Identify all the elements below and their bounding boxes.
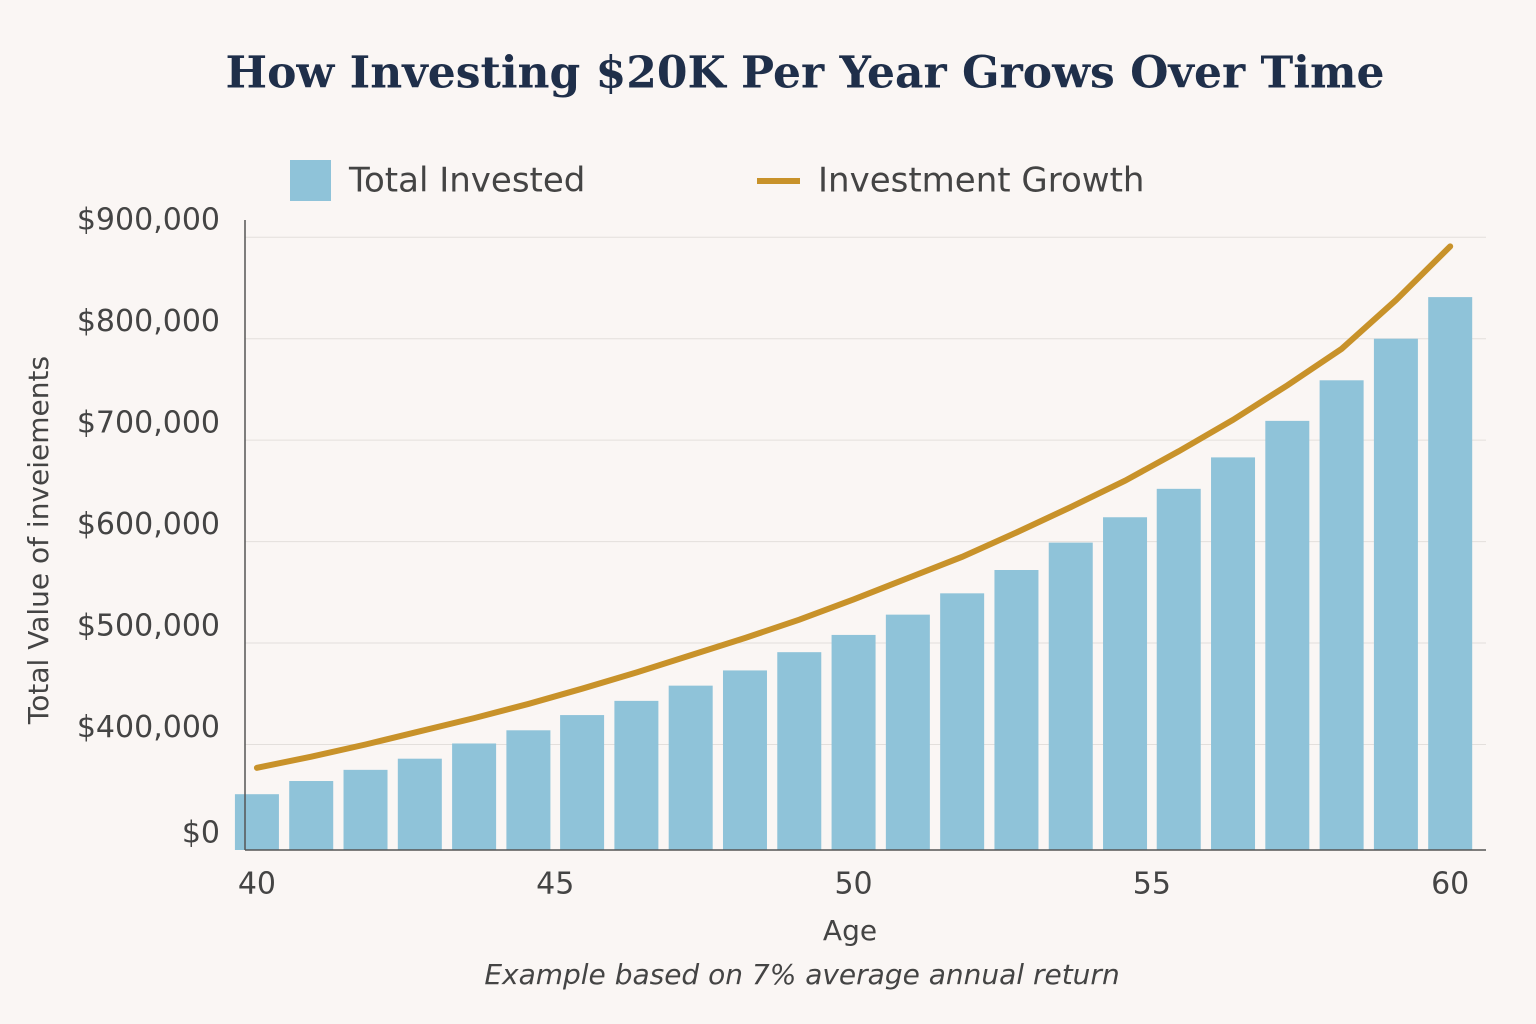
bar xyxy=(994,570,1039,850)
bar xyxy=(1156,488,1201,850)
bar xyxy=(506,730,551,850)
bar xyxy=(1373,338,1418,850)
y-tick-label: $600,000 xyxy=(77,507,220,542)
legend-label: Investment Growth xyxy=(818,161,1144,201)
bar xyxy=(1319,380,1364,850)
y-axis-label: Total Value of inveiements xyxy=(22,356,55,725)
y-tick-label: $700,000 xyxy=(77,406,220,441)
x-tick-label: 55 xyxy=(1133,867,1171,902)
bar xyxy=(1211,457,1256,850)
y-tick-label: $500,000 xyxy=(77,609,220,644)
bar xyxy=(234,794,279,850)
x-tick-label: 45 xyxy=(536,867,574,902)
y-tick-label: $400,000 xyxy=(77,710,220,745)
chart-title: How Investing $20K Per Year Grows Over T… xyxy=(226,48,1385,99)
growth-line xyxy=(253,243,1454,771)
legend-swatch xyxy=(290,160,331,201)
y-tick-label: $900,000 xyxy=(77,203,220,238)
x-tick-label: 50 xyxy=(834,867,872,902)
bar xyxy=(1428,297,1473,850)
legend-label: Total Invested xyxy=(348,161,585,201)
bar xyxy=(343,769,388,850)
bar xyxy=(1048,542,1093,850)
bar xyxy=(885,614,930,850)
x-tick-label: 40 xyxy=(238,867,276,902)
x-axis-label: Age xyxy=(823,914,877,947)
bar xyxy=(940,593,985,850)
y-tick-label: $0 xyxy=(182,816,220,851)
bar xyxy=(722,670,767,850)
bar xyxy=(397,758,442,850)
bar xyxy=(614,700,659,850)
x-tick-label: 60 xyxy=(1431,867,1469,902)
bar xyxy=(560,715,605,850)
bar xyxy=(289,781,334,850)
bar xyxy=(668,685,713,850)
footnote: Example based on 7% average annual retur… xyxy=(484,958,1119,991)
bar xyxy=(777,652,822,850)
bar xyxy=(1103,517,1148,850)
bar xyxy=(831,634,876,850)
bar xyxy=(1265,420,1310,850)
y-tick-label: $800,000 xyxy=(77,304,220,339)
bar xyxy=(452,743,497,850)
